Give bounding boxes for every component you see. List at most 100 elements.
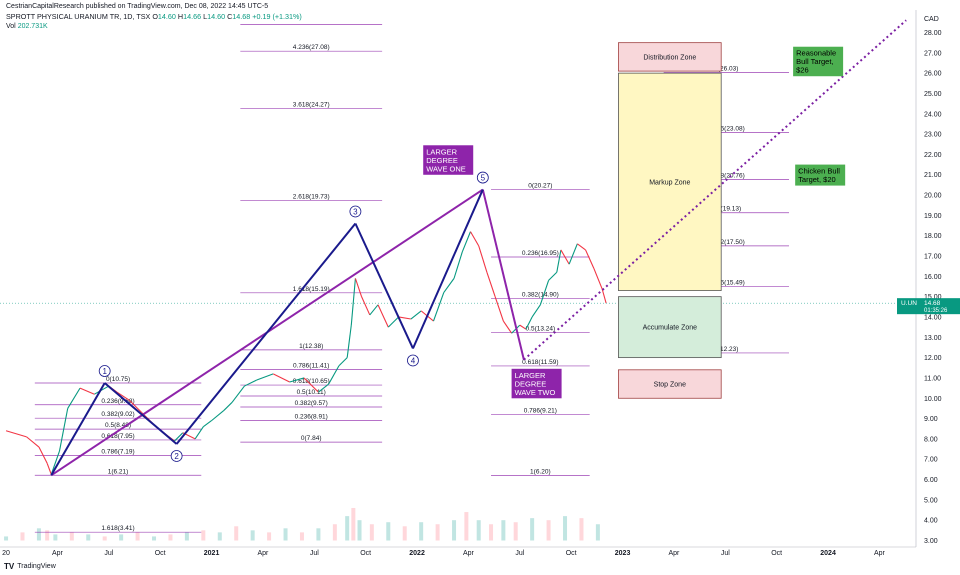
- last-price-symbol: U.UN: [901, 300, 917, 307]
- fib-level-label: 0(10.75): [106, 376, 130, 383]
- wave-label-circle: [349, 205, 362, 218]
- ohlc-key: O: [152, 12, 158, 21]
- x-tick-label: Oct: [155, 550, 166, 557]
- volume-bar: [36, 528, 41, 541]
- tradingview-brand: TradingView: [17, 563, 56, 570]
- y-tick-label: 18.00: [924, 233, 942, 240]
- ohlc-values: O14.60 H14.66 L14.60 C14.68 +0.19 (+1.31…: [152, 12, 302, 21]
- fib-level-label: 0.618(10.65): [293, 378, 330, 385]
- price-segment: [502, 320, 513, 334]
- price-segment: [585, 249, 595, 269]
- price-segment: [79, 387, 95, 395]
- last-price-value: 14.68: [924, 300, 941, 307]
- larger-degree-wave-line: [481, 189, 525, 361]
- volume-bar: [369, 524, 374, 541]
- y-tick-label: 22.00: [924, 152, 942, 159]
- symbol-line: SPROTT PHYSICAL URANIUM TR, 1D, TSX O14.…: [6, 12, 302, 22]
- volume-bar: [546, 520, 551, 541]
- volume-bars: [4, 507, 600, 541]
- x-tick-label: Apr: [668, 550, 680, 557]
- x-tick-label: Jul: [721, 550, 730, 557]
- price-segment: [350, 278, 356, 326]
- y-tick-label: 9.00: [924, 416, 938, 423]
- callout-text: DEGREE: [515, 379, 547, 388]
- volume-bar: [45, 530, 50, 541]
- price-segment: [461, 231, 471, 253]
- price-segment: [410, 310, 422, 320]
- y-tick-label: 23.00: [924, 132, 942, 139]
- price-segment: [346, 325, 352, 358]
- price-segment: [361, 296, 371, 316]
- price-segment: [525, 316, 533, 330]
- price-segment: [194, 426, 204, 440]
- volume-bar: [86, 534, 91, 541]
- price-series: [0, 231, 916, 475]
- wave-label-circle: [476, 171, 489, 184]
- price-segment: [577, 243, 586, 251]
- price-segment: [50, 450, 61, 475]
- volume-value: 202.731K: [17, 23, 48, 30]
- y-tick-label: 28.00: [924, 30, 942, 37]
- callout-text: WAVE ONE: [426, 164, 466, 173]
- fib-level-label: 1.618(3.41): [101, 525, 134, 532]
- callout-text: DEGREE: [426, 156, 458, 165]
- ohlc-value: +0.19 (+1.31%): [252, 12, 302, 21]
- symbol-title[interactable]: SPROTT PHYSICAL URANIUM TR, 1D, TSX: [6, 12, 151, 21]
- volume-bar: [217, 532, 222, 541]
- price-segment: [453, 251, 463, 279]
- price-segment: [556, 249, 562, 273]
- y-tick-label: 12.00: [924, 355, 942, 362]
- price-segment: [303, 377, 319, 393]
- x-tick-label: Jul: [310, 550, 319, 557]
- fib-level-label: 0.618(20.76): [708, 173, 745, 180]
- volume-bar: [419, 522, 424, 541]
- callout-text: LARGER: [426, 147, 457, 156]
- x-tick-label: 2024: [820, 550, 836, 557]
- projection-line: [523, 19, 907, 361]
- volume-line: Vol 202.731K: [6, 22, 302, 32]
- zone-label: Accumulate Zone: [643, 325, 698, 332]
- fib-level-label: 0.236(8.91): [295, 413, 328, 420]
- volume-bar: [69, 532, 74, 541]
- ohlc-key: C: [225, 12, 233, 21]
- impulse-wave-line: [412, 189, 484, 349]
- y-tick-label: 14.00: [924, 314, 942, 321]
- x-tick-label: 2021: [204, 550, 220, 557]
- y-tick-label: 13.00: [924, 335, 942, 342]
- fib-level-label: 3.618(24.27): [293, 101, 330, 108]
- fib-level-label: 1(6.21): [108, 468, 129, 475]
- fib-level-label: 0.5(10.11): [297, 389, 326, 396]
- price-segment: [256, 373, 274, 381]
- fib-level-label: 0.382(9.57): [295, 400, 328, 407]
- tradingview-logo-icon: TV: [4, 562, 15, 571]
- volume-bar: [351, 507, 356, 541]
- zone-box: [618, 42, 722, 72]
- volume-bar: [452, 520, 457, 541]
- wave-lines: 1 2 3 4 5: [50, 19, 907, 477]
- y-tick-label: 16.00: [924, 274, 942, 281]
- y-tick-label: 25.00: [924, 91, 942, 98]
- price-segment: [26, 436, 40, 448]
- fib-level-label: 0.236(15.49): [708, 280, 745, 287]
- wave-label-circle: [170, 450, 183, 462]
- zone-label: Distribution Zone: [643, 54, 696, 61]
- y-tick-label: 24.00: [924, 111, 942, 118]
- price-segment: [58, 408, 69, 452]
- price-segment: [369, 304, 379, 316]
- fib-level-label: 0.5(8.48): [105, 422, 131, 429]
- volume-bar: [4, 536, 9, 541]
- price-segment: [338, 357, 348, 367]
- volume-bar: [435, 524, 440, 541]
- footer: TV TradingView: [4, 562, 56, 571]
- y-tick-label: 5.00: [924, 497, 938, 504]
- impulse-wave-line: [104, 382, 178, 445]
- price-segment: [231, 385, 245, 403]
- zone-label: Markup Zone: [649, 179, 690, 186]
- price-segment: [223, 401, 233, 411]
- price-segment: [470, 231, 480, 247]
- callout-box: [793, 46, 844, 77]
- price-segment: [203, 420, 212, 428]
- x-tick-label: Jul: [104, 550, 113, 557]
